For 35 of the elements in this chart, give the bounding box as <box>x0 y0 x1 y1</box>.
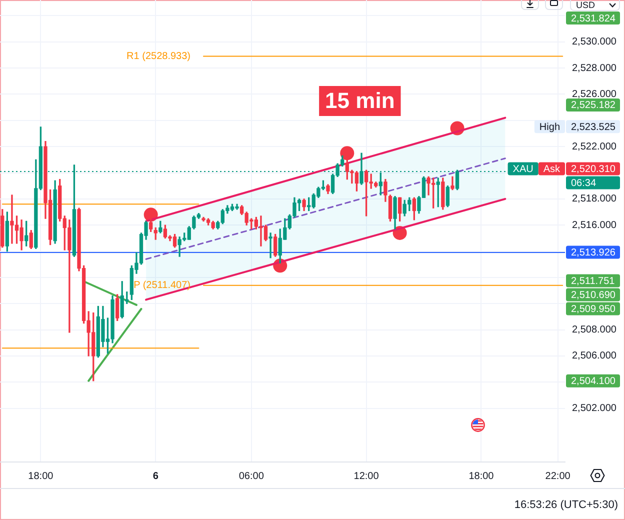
y-tick-label: 2,518.000 <box>572 194 617 205</box>
x-tick-label: 18:00 <box>28 470 54 482</box>
y-tick-label: 2,530.000 <box>572 36 617 48</box>
text: 2,509.950 <box>571 304 616 315</box>
y-tick-label: 2,502.000 <box>572 403 617 414</box>
y-tick-label: 2,508.000 <box>572 324 617 336</box>
text: 2,525.182 <box>571 100 616 112</box>
text: 15 min <box>325 88 395 114</box>
annotation: High <box>539 122 560 133</box>
text: 2,531.824 <box>571 13 616 24</box>
y-tick-label: 2,516.000 <box>572 220 617 231</box>
text: 2,510.690 <box>571 290 616 301</box>
x-tick-label: 22:00 <box>545 470 571 482</box>
text: 2,504.100 <box>571 376 616 388</box>
annotation: Ask <box>543 164 561 175</box>
point <box>340 146 354 160</box>
text: 2,523.525 <box>571 122 616 133</box>
annotation: XAU <box>512 164 534 175</box>
candlestick <box>268 232 272 258</box>
y-tick-label: 2,522.000 <box>572 141 617 152</box>
text: 16:53:26 (UTC+5:30) <box>514 499 618 511</box>
text: 2,520.310 <box>571 164 616 175</box>
text: 2,511.751 <box>571 276 616 287</box>
x-tick-label: 06:00 <box>238 470 264 482</box>
y-tick-label: 2,528.000 <box>572 62 617 74</box>
y-tick-label: 2,526.000 <box>572 88 617 100</box>
series-label: R1 (2528.933) <box>126 51 190 62</box>
x-tick-label: 12:00 <box>354 470 380 482</box>
x-tick-label: 6 <box>152 470 159 482</box>
ref-line-label: 2,513.926 <box>571 248 616 259</box>
x-tick-label: 18:00 <box>468 470 494 482</box>
series-label: P (2511.407) <box>134 280 190 292</box>
y-axis-title: USD <box>576 0 596 10</box>
text: 06:34 <box>571 178 596 189</box>
y-tick-label: 2,506.000 <box>572 350 617 362</box>
